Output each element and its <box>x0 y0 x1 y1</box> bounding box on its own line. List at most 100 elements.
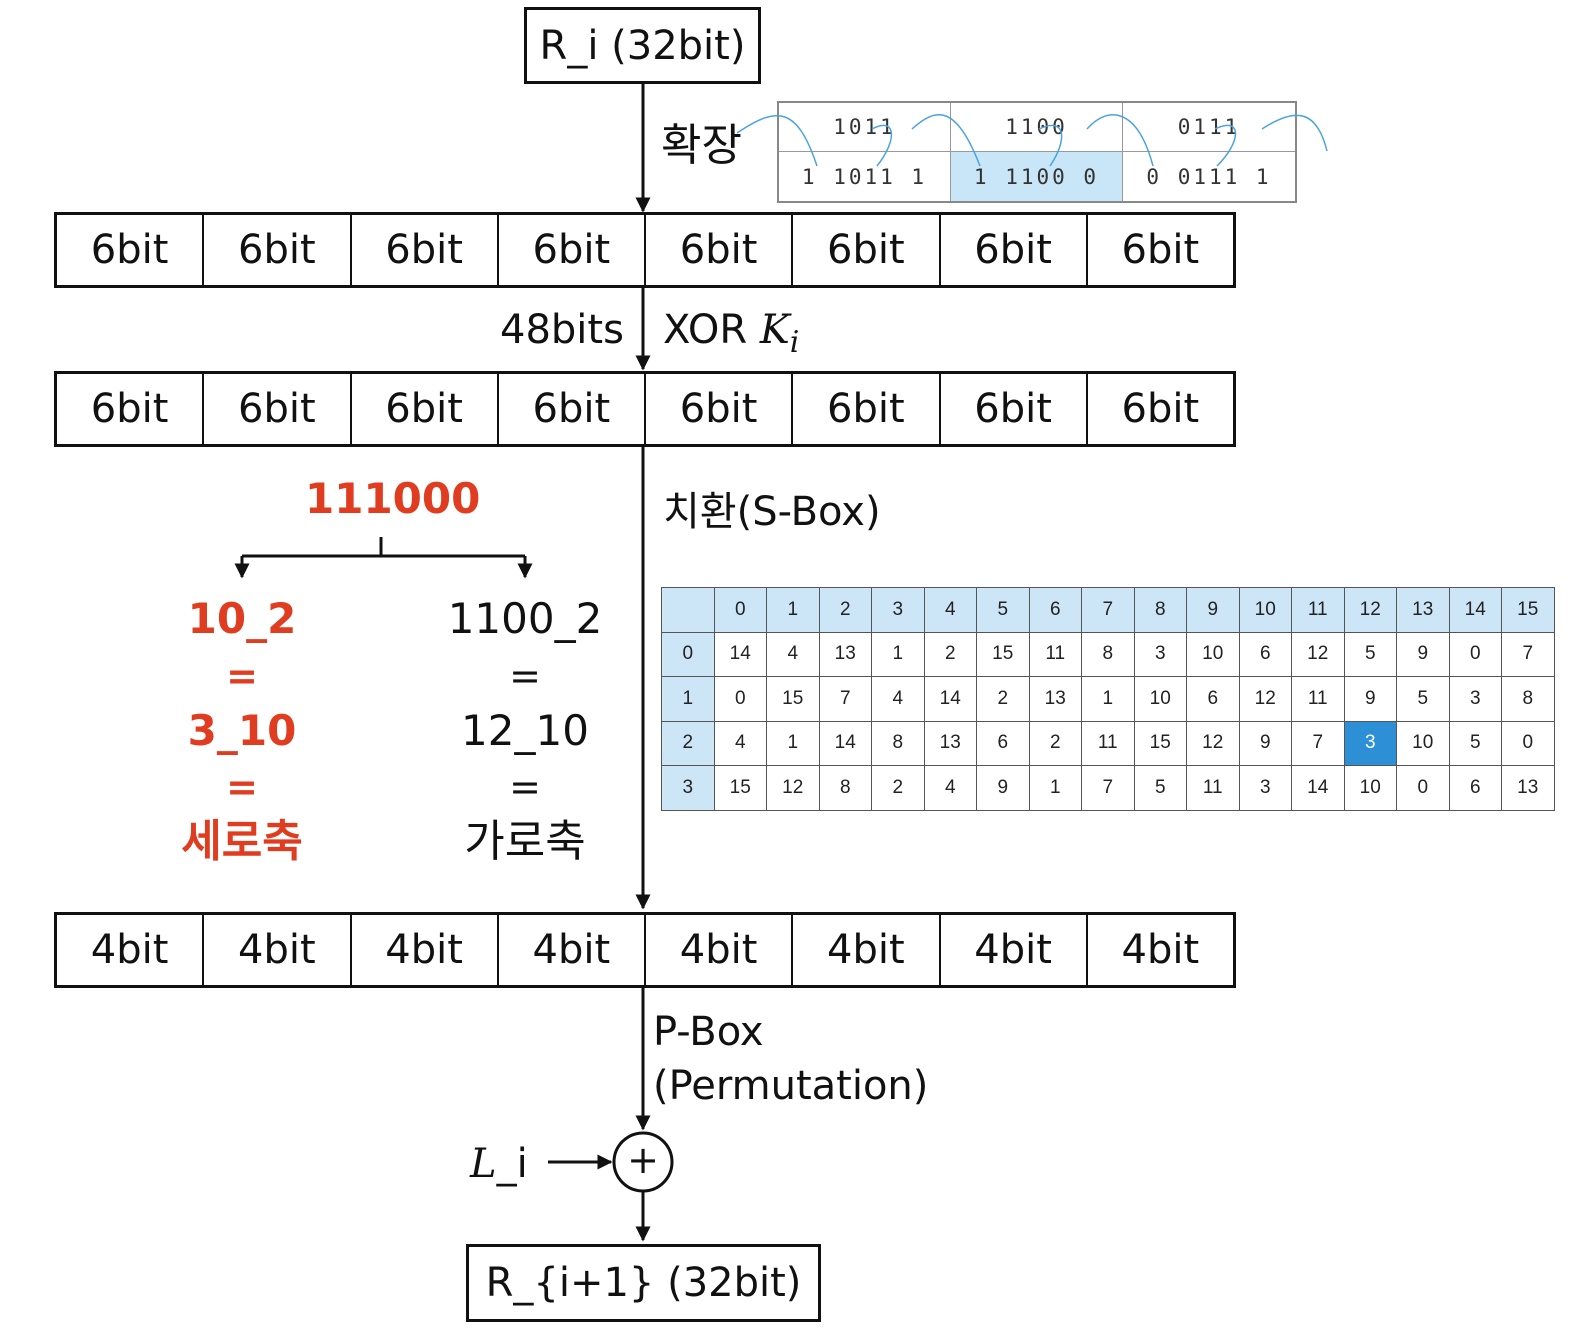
expansion-bottom-cell: 1 1011 1 <box>779 152 951 201</box>
xor-symbol: + <box>627 1138 659 1182</box>
col-eq2: = <box>509 765 541 809</box>
sbox-cell: 7 <box>1081 765 1135 811</box>
sbox-cell: 11 <box>1081 720 1135 766</box>
pbox-label-line1: P-Box <box>653 1009 764 1055</box>
expansion-top-cell: 1100 <box>951 103 1123 152</box>
expanded-blocks-row: 6bit 6bit 6bit 6bit 6bit 6bit 6bit 6bit <box>54 212 1236 288</box>
sbox-cell: 6 <box>1186 676 1240 722</box>
sbox-row-header: 1 <box>661 676 715 722</box>
block-4bit: 4bit <box>793 915 941 985</box>
block-4bit: 4bit <box>1121 927 1200 973</box>
sbox-cell: 15 <box>766 676 820 722</box>
row-eq1: = <box>226 654 258 698</box>
sbox-cell: 1 <box>871 631 925 677</box>
sbox-cell: 9 <box>976 765 1030 811</box>
sbox-cell: 4 <box>766 631 820 677</box>
sbox-row-header: 0 <box>661 631 715 677</box>
sbox-cell: 2 <box>871 765 925 811</box>
sbox-cell: 11 <box>1186 765 1240 811</box>
pbox-label-line2: (Permutation) <box>653 1063 929 1109</box>
block-6bit: 6bit <box>793 215 941 285</box>
sbox-row-header: 2 <box>661 720 715 766</box>
sbox-row: 0 14 4 13 1 2 15 11 8 3 10 6 12 5 9 0 7 <box>661 631 1555 677</box>
sbox-col-header: 11 <box>1291 587 1345 633</box>
sbox-cell: 13 <box>923 720 977 766</box>
block-6bit: 6bit <box>352 215 499 285</box>
expansion-bottom-cell-highlighted: 1 1100 0 <box>951 152 1123 201</box>
sbox-cell: 7 <box>818 676 872 722</box>
sbox-col-header: 0 <box>713 587 767 633</box>
block-6bit: 6bit <box>499 374 646 444</box>
col-binary: 1100_2 <box>447 594 603 643</box>
xor-circle <box>612 1131 674 1193</box>
sbox-col-header: 5 <box>976 587 1030 633</box>
expansion-top-cell: 0111 <box>1123 103 1295 152</box>
li-label: L_i <box>470 1144 528 1184</box>
sbox-col-header: 8 <box>1133 587 1187 633</box>
bit-middle: 1100 <box>334 474 452 523</box>
sbox-cell: 14 <box>923 676 977 722</box>
block-6bit: 6bit <box>646 215 794 285</box>
substituted-blocks-row: 4bit 4bit 4bit 4bit 4bit 4bit 4bit 4bit <box>54 912 1236 988</box>
block-4bit: 4bit <box>57 915 205 985</box>
sbox-cell: 15 <box>1133 720 1187 766</box>
sbox-row-header: 3 <box>661 765 715 811</box>
sbox-cell: 8 <box>871 720 925 766</box>
sbox-cell: 9 <box>1343 676 1397 722</box>
block-6bit: 6bit <box>57 374 205 444</box>
xor-op: XOR <box>663 307 748 353</box>
sbox-cell: 9 <box>1396 631 1450 677</box>
block-6bit: 6bit <box>204 215 352 285</box>
sbox-cell: 1 <box>1081 676 1135 722</box>
sbox-col-header: 7 <box>1081 587 1135 633</box>
xor-key-label: XOR Ki <box>663 310 799 358</box>
row-axis-name: 세로축 <box>181 816 303 867</box>
sbox-col-header: 4 <box>923 587 977 633</box>
sbox-cell: 10 <box>1396 720 1450 766</box>
sbox-cell: 12 <box>1186 720 1240 766</box>
xored-blocks-row: 6bit 6bit 6bit 6bit 6bit 6bit 6bit 6bit <box>54 371 1236 447</box>
col-axis-name: 가로축 <box>464 816 586 867</box>
sbox-cell: 12 <box>1238 676 1292 722</box>
sbox-cell: 15 <box>713 765 767 811</box>
expansion-table: 1011 1100 0111 1 1011 1 1 1100 0 0 0111 … <box>737 101 1328 203</box>
block-6bit: 6bit <box>1121 227 1200 273</box>
sbox-cell: 5 <box>1133 765 1187 811</box>
sbox-label: 치환(S-Box) <box>663 489 881 535</box>
sbox-cell: 13 <box>818 631 872 677</box>
block-4bit: 4bit <box>204 915 352 985</box>
block-6bit: 6bit <box>352 374 499 444</box>
sbox-cell: 0 <box>1396 765 1450 811</box>
block-6bit: 6bit <box>204 374 352 444</box>
sbox-row: 1 0 15 7 4 14 2 13 1 10 6 12 11 9 5 3 8 <box>661 676 1555 722</box>
sbox-header-row: 0 1 2 3 4 5 6 7 8 9 10 11 12 13 14 15 <box>661 587 1555 633</box>
sbox-cell: 11 <box>1291 676 1345 722</box>
li-var: L <box>470 1141 497 1187</box>
sbox-cell: 2 <box>976 676 1030 722</box>
sbox-cell: 5 <box>1343 631 1397 677</box>
row-eq2: = <box>226 765 258 809</box>
sbox-cell: 10 <box>1343 765 1397 811</box>
output-box: R_{i+1} (32bit) <box>466 1244 821 1322</box>
sbox-cell: 14 <box>1291 765 1345 811</box>
sbox-cell: 6 <box>1238 631 1292 677</box>
key-sub: i <box>789 325 800 360</box>
sbox-cell: 4 <box>713 720 767 766</box>
sbox-cell: 2 <box>923 631 977 677</box>
li-rest: _i <box>496 1141 528 1187</box>
sbox-cell: 4 <box>923 765 977 811</box>
row-decimal: 3_10 <box>187 706 297 755</box>
sbox-cell-selected: 3 <box>1343 720 1397 766</box>
col-decimal: 12_10 <box>461 706 589 755</box>
sbox-col-header: 10 <box>1238 587 1292 633</box>
input-box: R_i (32bit) <box>524 7 761 84</box>
expansion-label: 확장 <box>661 120 742 171</box>
sbox-cell: 8 <box>818 765 872 811</box>
sbox-row: 2 4 1 14 8 13 6 2 11 15 12 9 7 3 10 5 0 <box>661 720 1555 766</box>
sbox-cell: 1 <box>766 720 820 766</box>
sbox-cell: 14 <box>713 631 767 677</box>
block-6bit: 6bit <box>1121 386 1200 432</box>
col-eq1: = <box>509 654 541 698</box>
sbox-col-header: 9 <box>1186 587 1240 633</box>
